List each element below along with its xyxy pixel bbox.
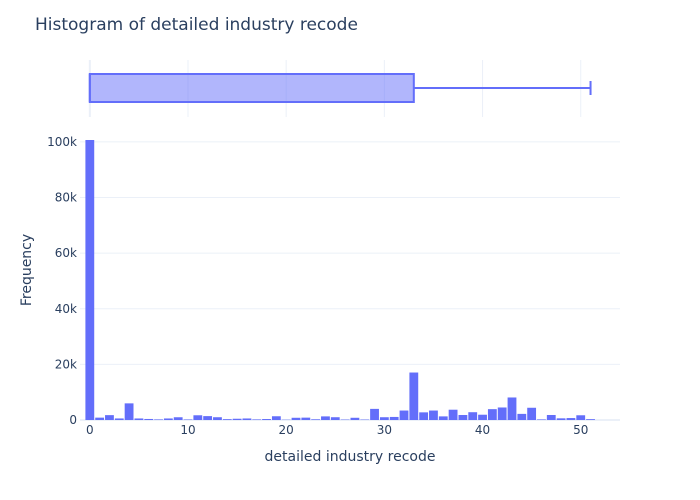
histogram-bar [193, 415, 202, 420]
x-tick-label: 30 [377, 423, 392, 437]
histogram-bar [203, 416, 212, 420]
histogram-bar [537, 419, 546, 420]
histogram-bar [439, 416, 448, 420]
x-tick-label: 40 [475, 423, 490, 437]
histogram-bar [370, 409, 379, 420]
x-tick-label: 10 [180, 423, 195, 437]
histogram-bar [508, 397, 517, 420]
histogram-bar [400, 411, 409, 420]
y-tick-label: 60k [55, 246, 77, 260]
histogram-bar [95, 418, 104, 420]
histogram-bar [380, 417, 389, 420]
y-tick-label: 80k [55, 191, 77, 205]
histogram-bar [301, 418, 310, 420]
histogram-bar [567, 418, 576, 420]
histogram-bar [321, 416, 330, 420]
histogram-bar [429, 411, 438, 420]
histogram-bar [125, 403, 134, 420]
histogram-bar [272, 416, 281, 420]
x-tick-label: 50 [573, 423, 588, 437]
histogram-bar [331, 417, 340, 420]
y-tick-label: 0 [69, 413, 77, 427]
boxplot-box [90, 74, 414, 102]
histogram-bar [517, 414, 526, 420]
histogram-bar [557, 418, 566, 420]
histogram-bar [85, 140, 94, 420]
histogram-bar [468, 412, 477, 420]
histogram-bar [105, 415, 114, 420]
y-axis-ticks: 0 20k 40k 60k 80k 100k [47, 135, 77, 427]
histogram-bar [527, 408, 536, 420]
y-axis-title: Frequency [19, 234, 35, 306]
histogram-bar [252, 419, 261, 420]
histogram-bar [498, 407, 507, 420]
histogram-bar [243, 418, 252, 420]
histogram-bar [115, 418, 124, 420]
histogram-bar [478, 415, 487, 420]
histogram-gridlines [80, 142, 620, 420]
x-axis-ticks: 0 10 20 30 40 50 [86, 423, 588, 437]
histogram-bar [174, 417, 183, 420]
histogram-bars [85, 140, 595, 420]
histogram-bar [213, 417, 222, 420]
histogram-bar [144, 419, 153, 420]
histogram-bar [262, 419, 271, 420]
histogram-bar [154, 419, 163, 420]
histogram-bar [184, 419, 193, 420]
boxplot [90, 74, 591, 102]
x-tick-label: 0 [86, 423, 94, 437]
chart-title: Histogram of detailed industry recode [35, 15, 358, 35]
x-axis-title: detailed industry recode [265, 449, 436, 465]
histogram-bar [233, 419, 242, 420]
histogram-bar [409, 373, 418, 420]
histogram-bar [135, 418, 144, 420]
y-tick-label: 40k [55, 302, 77, 316]
histogram-bar [547, 415, 556, 420]
histogram-bar [351, 418, 360, 420]
histogram-bar [419, 412, 428, 420]
histogram-bar [311, 419, 320, 420]
histogram-bar [449, 410, 458, 420]
histogram-bar [390, 417, 399, 420]
histogram-bar [586, 419, 595, 420]
histogram-bar [488, 409, 497, 420]
x-tick-label: 20 [279, 423, 294, 437]
histogram-bar [576, 415, 585, 420]
histogram-bar [459, 415, 468, 420]
y-tick-label: 100k [47, 135, 77, 149]
histogram-bar [223, 419, 232, 420]
histogram-bar [164, 418, 173, 420]
y-tick-label: 20k [55, 357, 77, 371]
histogram-bar [292, 418, 301, 420]
